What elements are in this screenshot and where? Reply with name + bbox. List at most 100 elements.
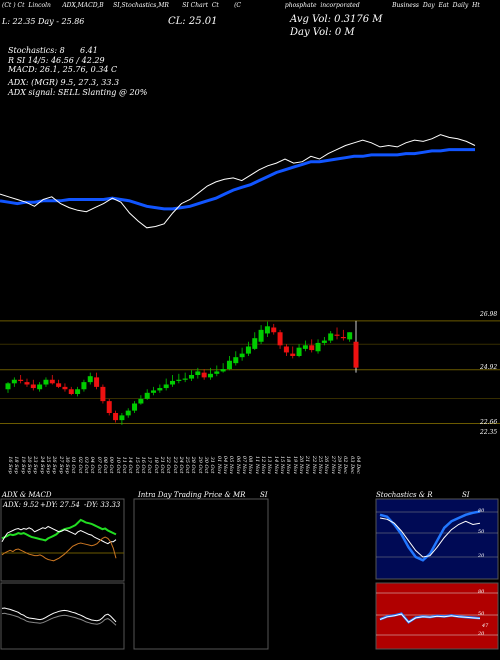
candle-body [207, 373, 213, 378]
date-tick-label: 18 Oct [152, 456, 159, 474]
rsi-axis-20: 20 [478, 631, 485, 637]
date-tick-label: 17 Oct [146, 456, 153, 474]
header-indicators-b: SI,Stochastics,MR [113, 2, 169, 9]
rsi-line [379, 612, 481, 624]
date-tick-label: 28 Oct [190, 456, 197, 474]
candle-body [24, 382, 30, 385]
adx-line [1, 525, 117, 545]
candle-body [258, 329, 264, 342]
candle-body [49, 379, 55, 384]
adx-plus-di-line [1, 518, 117, 542]
rsi-signal-line [379, 613, 481, 623]
date-tick-label: 24 Sep [38, 456, 45, 474]
date-tick-label: 23 Oct [171, 456, 178, 474]
candle-body [113, 413, 119, 421]
candle-body [201, 372, 207, 378]
candle-body [62, 386, 68, 390]
date-tick-label: 13 Nov [266, 455, 273, 475]
rsi-axis-80: 80 [478, 589, 485, 595]
candle-body [214, 371, 220, 374]
date-tick-label: 19 Sep [19, 456, 26, 474]
header-chart: SI Chart [182, 2, 208, 9]
candle-body [119, 415, 125, 421]
avg-volume: Avg Vol: 0.3176 M [290, 14, 383, 25]
date-tick-label: 29 Oct [196, 456, 203, 474]
candle-body [226, 360, 232, 370]
candle-body [138, 398, 144, 404]
date-tick-label: 24 Oct [177, 456, 184, 474]
adx-minus-di-line [1, 536, 117, 562]
stoch-axis-50: 50 [478, 529, 485, 535]
candle-body [290, 353, 296, 356]
candle-body [56, 383, 62, 387]
date-tick-label: 19 Nov [291, 455, 298, 475]
intra-panel-title-2: SI [260, 491, 268, 499]
header-word-5: Eat [438, 2, 449, 9]
adx-panel-frame [0, 498, 125, 582]
date-tick-label: 23 Sep [32, 456, 39, 474]
candle-body [75, 389, 81, 394]
date-tick-label: 26 Nov [323, 455, 330, 475]
stoch-k-line [379, 510, 481, 562]
candle-body [132, 403, 138, 411]
date-tick-label: 15 Oct [133, 456, 140, 474]
candle-body [334, 334, 340, 336]
date-tick-label: 14 Oct [127, 456, 134, 474]
candle-body [328, 333, 334, 341]
header-word-4: Day [422, 2, 435, 9]
date-tick-label: 04 Dec [355, 456, 361, 474]
candle-body [302, 345, 308, 349]
date-tick-label: 08 Oct [101, 456, 108, 474]
header-word-1: phosphate [284, 2, 317, 9]
candle-body [271, 327, 277, 333]
date-tick-label: 04 Oct [89, 456, 96, 474]
candle-body [347, 332, 353, 340]
candle-body [340, 337, 346, 339]
macd-line [1, 607, 117, 623]
candle-body [182, 378, 188, 380]
candle-body [106, 401, 112, 413]
date-tick-label: 21 Oct [158, 456, 165, 474]
candle-body [144, 392, 150, 399]
candle-body [315, 342, 321, 352]
header-word-7: Ht [472, 2, 480, 9]
date-tick-label: 01 Nov [215, 455, 222, 475]
adx-signal: ADX signal: SELL Slanting @ 20% [8, 88, 148, 97]
candle-body [277, 332, 283, 346]
price-axis-label-3: 22.66 [480, 419, 498, 426]
candle-body [252, 338, 258, 349]
date-tick-label: 16 Oct [139, 456, 146, 474]
candle-body [283, 346, 289, 353]
rsi-axis-50: 50 [478, 611, 485, 617]
date-tick-label: 27 Nov [329, 455, 336, 475]
date-tick-label: 22 Nov [310, 455, 317, 475]
candle-body [176, 379, 182, 381]
header-word-3: Business [392, 2, 419, 9]
candle-body [37, 384, 43, 390]
stoch-panel-title-2: SI [462, 491, 470, 499]
candle-body [100, 386, 106, 402]
candle-body [163, 384, 169, 389]
candle-body [87, 376, 93, 383]
date-tick-label: 31 Oct [209, 456, 216, 474]
header-paren: (C [234, 2, 242, 9]
stoch-d-line [379, 517, 481, 558]
candle-body [170, 380, 176, 385]
price-line [0, 134, 476, 229]
day-volume: Day Vol: 0 M [290, 27, 355, 38]
date-tick-label: 11 Oct [120, 456, 127, 474]
header-company: Lincoln [28, 2, 51, 9]
candle-body [11, 379, 17, 384]
candle-body [68, 389, 74, 394]
candle-body [157, 388, 163, 391]
candle-body [245, 346, 251, 354]
macd-readout: MACD: 26.1, 25.76, 0.34 C [8, 65, 118, 74]
date-tick-label: 18 Nov [285, 455, 292, 475]
date-tick-label: 05 Nov [228, 455, 235, 475]
stochastics-value: 6.41 [80, 46, 98, 55]
date-tick-label: 08 Nov [247, 455, 254, 475]
candle-body [264, 326, 270, 334]
date-tick-label: 02 Dec [342, 456, 349, 474]
macd-panel-frame [0, 582, 125, 650]
